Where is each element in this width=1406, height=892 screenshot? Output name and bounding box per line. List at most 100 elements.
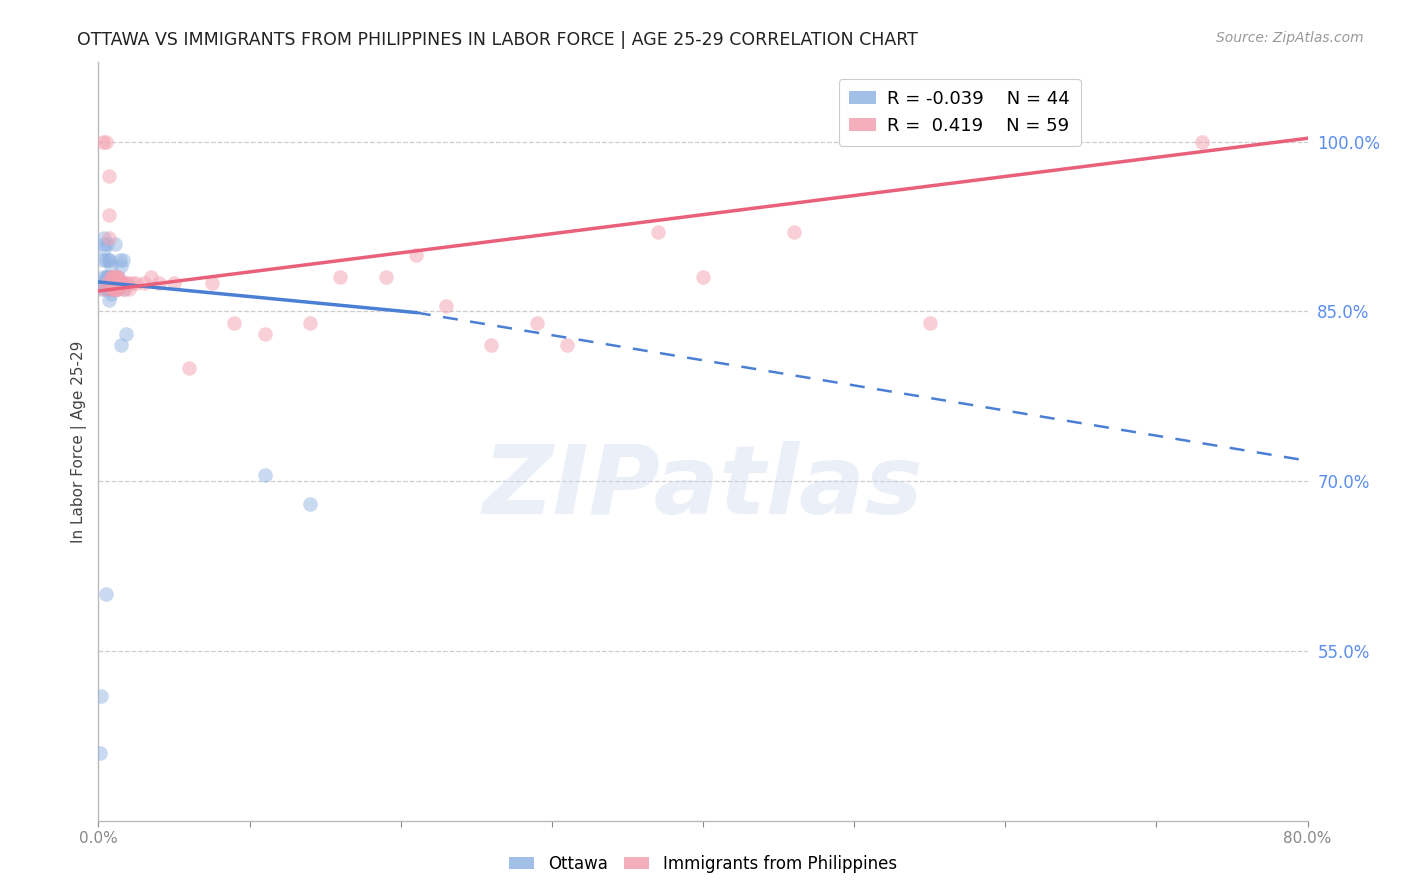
Point	[103, 276, 125, 290]
Point	[90, 689, 112, 703]
Point	[94, 276, 117, 290]
Point	[1191, 135, 1213, 149]
Point	[91, 276, 114, 290]
Point	[93, 236, 115, 251]
Legend: R = -0.039    N = 44, R =  0.419    N = 59: R = -0.039 N = 44, R = 0.419 N = 59	[838, 79, 1081, 145]
Text: ZIPatlas: ZIPatlas	[482, 441, 924, 533]
Point	[98, 270, 121, 285]
Point	[98, 276, 121, 290]
Point	[110, 338, 132, 352]
Point	[94, 253, 117, 268]
Point	[103, 276, 125, 290]
Point	[100, 276, 122, 290]
Point	[526, 316, 548, 330]
Point	[253, 326, 276, 341]
Legend: Ottawa, Immigrants from Philippines: Ottawa, Immigrants from Philippines	[503, 848, 903, 880]
Point	[98, 231, 121, 245]
Point	[434, 299, 457, 313]
Point	[103, 282, 125, 296]
Point	[647, 225, 669, 239]
Point	[224, 316, 246, 330]
Point	[107, 270, 129, 285]
Point	[108, 253, 131, 268]
Y-axis label: In Labor Force | Age 25-29: In Labor Force | Age 25-29	[72, 341, 87, 542]
Point	[93, 231, 115, 245]
Point	[118, 282, 141, 296]
Point	[100, 276, 122, 290]
Point	[114, 276, 136, 290]
Point	[94, 587, 117, 601]
Point	[148, 276, 170, 290]
Point	[96, 270, 118, 285]
Point	[98, 253, 121, 268]
Point	[100, 270, 122, 285]
Point	[105, 270, 128, 285]
Point	[94, 135, 117, 149]
Point	[90, 282, 112, 296]
Point	[98, 282, 121, 296]
Point	[91, 253, 114, 268]
Point	[96, 276, 118, 290]
Point	[481, 338, 503, 352]
Point	[163, 276, 186, 290]
Point	[101, 276, 124, 290]
Point	[405, 248, 427, 262]
Point	[98, 169, 121, 183]
Point	[253, 468, 276, 483]
Point	[94, 282, 117, 296]
Point	[121, 276, 143, 290]
Point	[115, 276, 138, 290]
Point	[98, 208, 121, 222]
Text: OTTAWA VS IMMIGRANTS FROM PHILIPPINES IN LABOR FORCE | AGE 25-29 CORRELATION CHA: OTTAWA VS IMMIGRANTS FROM PHILIPPINES IN…	[77, 31, 918, 49]
Point	[98, 276, 121, 290]
Point	[110, 276, 132, 290]
Point	[96, 236, 118, 251]
Point	[89, 746, 111, 760]
Point	[105, 282, 128, 296]
Point	[104, 270, 127, 285]
Point	[93, 282, 115, 296]
Point	[101, 276, 124, 290]
Point	[107, 270, 129, 285]
Point	[104, 236, 127, 251]
Point	[103, 282, 125, 296]
Point	[555, 338, 578, 352]
Point	[100, 259, 122, 273]
Point	[783, 225, 806, 239]
Point	[103, 282, 125, 296]
Point	[103, 270, 125, 285]
Point	[100, 287, 122, 301]
Point	[91, 135, 114, 149]
Point	[91, 270, 114, 285]
Point	[98, 253, 121, 268]
Point	[179, 361, 201, 376]
Point	[107, 282, 129, 296]
Point	[125, 276, 148, 290]
Point	[110, 259, 132, 273]
Point	[101, 282, 124, 296]
Point	[918, 316, 941, 330]
Point	[101, 276, 124, 290]
Point	[110, 276, 132, 290]
Point	[112, 282, 135, 296]
Point	[299, 316, 322, 330]
Point	[112, 282, 135, 296]
Point	[100, 276, 122, 290]
Point	[108, 276, 131, 290]
Point	[329, 270, 352, 285]
Point	[374, 270, 396, 285]
Point	[105, 276, 128, 290]
Point	[94, 270, 117, 285]
Point	[111, 253, 134, 268]
Point	[96, 282, 118, 296]
Point	[111, 276, 134, 290]
Point	[96, 276, 118, 290]
Point	[105, 276, 128, 290]
Point	[104, 276, 127, 290]
Point	[104, 282, 127, 296]
Point	[692, 270, 714, 285]
Point	[96, 270, 118, 285]
Text: Source: ZipAtlas.com: Source: ZipAtlas.com	[1216, 31, 1364, 45]
Point	[201, 276, 224, 290]
Point	[141, 270, 163, 285]
